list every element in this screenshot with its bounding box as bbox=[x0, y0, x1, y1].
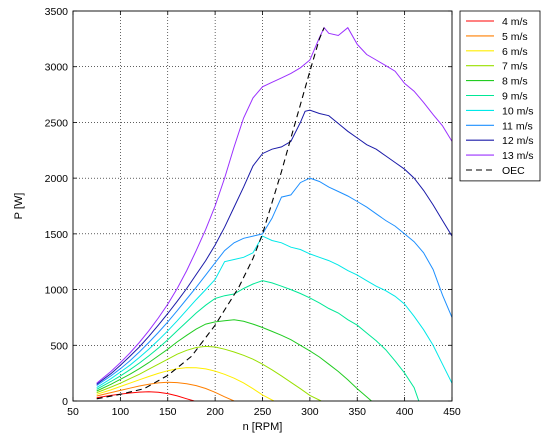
series-line-10-m-s bbox=[96, 235, 452, 389]
series-line-13-m-s bbox=[96, 26, 452, 384]
y-tick-label: 3500 bbox=[45, 6, 69, 18]
y-tick-label: 3000 bbox=[45, 62, 69, 74]
series-line-8-m-s bbox=[96, 319, 372, 401]
plot-area: 50 100 150 200 250 300 350 400 450 0 500 1000 1500 20… bbox=[45, 6, 461, 418]
legend-label-8-m-s: 8 m/s bbox=[502, 76, 528, 88]
x-tick-label: 100 bbox=[112, 406, 130, 418]
legend-label-5-m-s: 5 m/s bbox=[502, 31, 528, 43]
series-line-11-m-s bbox=[96, 177, 452, 386]
plot-frame bbox=[72, 10, 453, 402]
x-tick-label: 150 bbox=[159, 406, 177, 418]
x-tick-label: 350 bbox=[348, 406, 366, 418]
y-axis-label: P [W] bbox=[13, 193, 25, 220]
y-tick-label: 0 bbox=[62, 396, 68, 408]
legend: 4 m/s 5 m/s 6 m/s 7 m/s 8 m/s 9 m/s 10 m/s 11 m… bbox=[459, 10, 541, 182]
x-tick-label: 400 bbox=[396, 406, 414, 418]
legend-label-9-m-s: 9 m/s bbox=[502, 91, 528, 103]
x-tick-label: 450 bbox=[443, 406, 461, 418]
series-line-9-m-s bbox=[96, 280, 420, 401]
series-line-5-m-s bbox=[96, 381, 235, 401]
legend-label-13-m-s: 13 m/s bbox=[502, 150, 534, 162]
x-tick-label: 50 bbox=[67, 406, 79, 418]
y-tick-label: 500 bbox=[50, 340, 68, 352]
x-tick-label: 300 bbox=[301, 406, 319, 418]
legend-label-12-m-s: 12 m/s bbox=[502, 135, 534, 147]
series-line-6-m-s bbox=[96, 367, 275, 401]
series-line-7-m-s bbox=[96, 345, 322, 401]
y-tick-label: 1000 bbox=[45, 285, 69, 297]
series-line-oec bbox=[96, 27, 325, 400]
legend-label-11-m-s: 11 m/s bbox=[502, 120, 533, 132]
y-tick-label: 2500 bbox=[45, 117, 69, 129]
legend-label-oec: OEC bbox=[502, 165, 525, 177]
legend-label-7-m-s: 7 m/s bbox=[502, 61, 528, 73]
x-tick-label: 200 bbox=[206, 406, 224, 418]
legend-label-4-m-s: 4 m/s bbox=[502, 16, 528, 28]
legend-label-6-m-s: 6 m/s bbox=[502, 46, 528, 58]
x-axis-label: n [RPM] bbox=[243, 421, 283, 433]
y-tick-label: 2000 bbox=[45, 173, 69, 185]
series-line-12-m-s bbox=[96, 109, 452, 385]
x-tick-label: 250 bbox=[254, 406, 272, 418]
legend-label-10-m-s: 10 m/s bbox=[502, 105, 534, 117]
y-tick-label: 1500 bbox=[45, 229, 69, 241]
